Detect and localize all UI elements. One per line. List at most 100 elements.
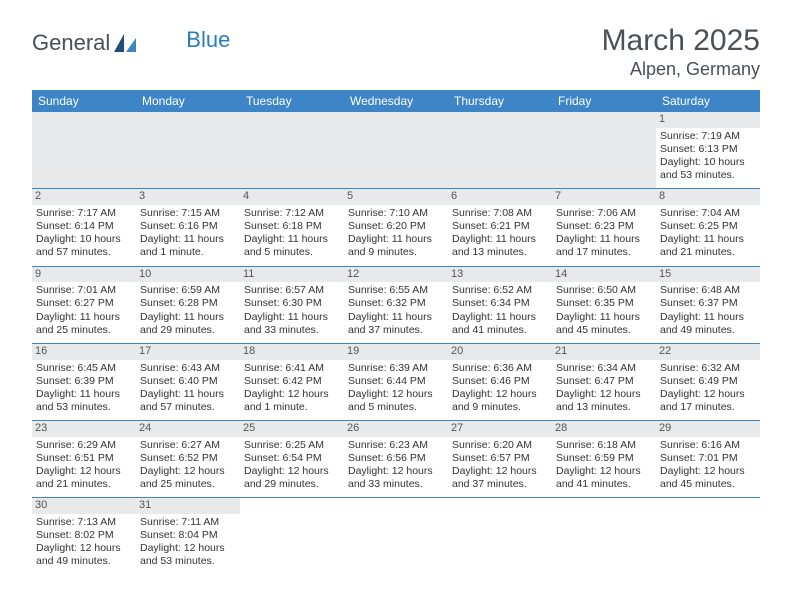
daylight-line: Daylight: 11 hours and 49 minutes. xyxy=(660,311,756,337)
day-number: 1 xyxy=(656,112,760,128)
day-number: 26 xyxy=(344,421,448,437)
sunrise-line: Sunrise: 6:48 AM xyxy=(660,284,756,297)
day-number: 2 xyxy=(32,189,136,205)
day-number: 9 xyxy=(32,267,136,283)
sunrise-line: Sunrise: 7:10 AM xyxy=(348,207,444,220)
calendar-cell: 30Sunrise: 7:13 AMSunset: 8:02 PMDayligh… xyxy=(32,498,136,575)
calendar-cell: 14Sunrise: 6:50 AMSunset: 6:35 PMDayligh… xyxy=(552,266,656,343)
sunset-line: Sunset: 6:37 PM xyxy=(660,297,756,310)
sunrise-line: Sunrise: 6:25 AM xyxy=(244,439,340,452)
calendar-cell: 18Sunrise: 6:41 AMSunset: 6:42 PMDayligh… xyxy=(240,343,344,420)
daylight-line: Daylight: 11 hours and 25 minutes. xyxy=(36,311,132,337)
day-number: 28 xyxy=(552,421,656,437)
daylight-line: Daylight: 12 hours and 45 minutes. xyxy=(660,465,756,491)
sunset-line: Sunset: 6:59 PM xyxy=(556,452,652,465)
sunrise-line: Sunrise: 7:01 AM xyxy=(36,284,132,297)
location: Alpen, Germany xyxy=(602,59,760,80)
calendar-cell: 31Sunrise: 7:11 AMSunset: 8:04 PMDayligh… xyxy=(136,498,240,575)
month-title: March 2025 xyxy=(602,24,760,57)
day-number: 4 xyxy=(240,189,344,205)
day-number: 24 xyxy=(136,421,240,437)
sunset-line: Sunset: 6:57 PM xyxy=(452,452,548,465)
day-number: 11 xyxy=(240,267,344,283)
sunset-line: Sunset: 6:47 PM xyxy=(556,375,652,388)
logo: General Blue xyxy=(32,24,230,56)
sunset-line: Sunset: 6:13 PM xyxy=(660,143,756,156)
daylight-line: Daylight: 10 hours and 57 minutes. xyxy=(36,233,132,259)
calendar-cell: 23Sunrise: 6:29 AMSunset: 6:51 PMDayligh… xyxy=(32,421,136,498)
sunset-line: Sunset: 6:54 PM xyxy=(244,452,340,465)
calendar-cell xyxy=(448,112,552,189)
sunset-line: Sunset: 6:34 PM xyxy=(452,297,548,310)
sunset-line: Sunset: 6:30 PM xyxy=(244,297,340,310)
sunset-line: Sunset: 6:46 PM xyxy=(452,375,548,388)
sunrise-line: Sunrise: 7:17 AM xyxy=(36,207,132,220)
daylight-line: Daylight: 11 hours and 17 minutes. xyxy=(556,233,652,259)
sunrise-line: Sunrise: 6:57 AM xyxy=(244,284,340,297)
daylight-line: Daylight: 12 hours and 37 minutes. xyxy=(452,465,548,491)
sunset-line: Sunset: 6:23 PM xyxy=(556,220,652,233)
calendar-cell xyxy=(136,112,240,189)
day-number: 17 xyxy=(136,344,240,360)
sunrise-line: Sunrise: 6:16 AM xyxy=(660,439,756,452)
day-number: 16 xyxy=(32,344,136,360)
calendar-cell: 4Sunrise: 7:12 AMSunset: 6:18 PMDaylight… xyxy=(240,189,344,266)
logo-text-general: General xyxy=(32,30,110,56)
sunrise-line: Sunrise: 7:13 AM xyxy=(36,516,132,529)
day-number: 23 xyxy=(32,421,136,437)
day-number: 3 xyxy=(136,189,240,205)
daylight-line: Daylight: 12 hours and 5 minutes. xyxy=(348,388,444,414)
sunset-line: Sunset: 7:01 PM xyxy=(660,452,756,465)
daylight-line: Daylight: 11 hours and 45 minutes. xyxy=(556,311,652,337)
daylight-line: Daylight: 11 hours and 57 minutes. xyxy=(140,388,236,414)
calendar-cell: 12Sunrise: 6:55 AMSunset: 6:32 PMDayligh… xyxy=(344,266,448,343)
sunset-line: Sunset: 6:16 PM xyxy=(140,220,236,233)
calendar-cell: 20Sunrise: 6:36 AMSunset: 6:46 PMDayligh… xyxy=(448,343,552,420)
sunrise-line: Sunrise: 7:15 AM xyxy=(140,207,236,220)
daylight-line: Daylight: 11 hours and 29 minutes. xyxy=(140,311,236,337)
day-number: 6 xyxy=(448,189,552,205)
weekday-header-row: SundayMondayTuesdayWednesdayThursdayFrid… xyxy=(32,90,760,112)
calendar-cell xyxy=(240,112,344,189)
sunrise-line: Sunrise: 6:41 AM xyxy=(244,362,340,375)
weekday-header: Saturday xyxy=(656,90,760,112)
sunrise-line: Sunrise: 6:23 AM xyxy=(348,439,444,452)
sunrise-line: Sunrise: 7:08 AM xyxy=(452,207,548,220)
daylight-line: Daylight: 11 hours and 13 minutes. xyxy=(452,233,548,259)
day-number: 5 xyxy=(344,189,448,205)
day-number: 19 xyxy=(344,344,448,360)
day-number: 7 xyxy=(552,189,656,205)
calendar-cell xyxy=(552,498,656,575)
day-number: 13 xyxy=(448,267,552,283)
calendar-cell xyxy=(344,498,448,575)
calendar-cell: 10Sunrise: 6:59 AMSunset: 6:28 PMDayligh… xyxy=(136,266,240,343)
day-number: 27 xyxy=(448,421,552,437)
sunset-line: Sunset: 8:04 PM xyxy=(140,529,236,542)
day-number: 10 xyxy=(136,267,240,283)
sunrise-line: Sunrise: 6:27 AM xyxy=(140,439,236,452)
sunrise-line: Sunrise: 6:43 AM xyxy=(140,362,236,375)
calendar-cell: 29Sunrise: 6:16 AMSunset: 7:01 PMDayligh… xyxy=(656,421,760,498)
day-number: 25 xyxy=(240,421,344,437)
day-number: 12 xyxy=(344,267,448,283)
day-number: 30 xyxy=(32,498,136,514)
day-number: 22 xyxy=(656,344,760,360)
sunset-line: Sunset: 6:32 PM xyxy=(348,297,444,310)
calendar-cell: 27 Sunrise: 6:20 AMSunset: 6:57 PMDayligh… xyxy=(448,421,552,498)
daylight-line: Daylight: 11 hours and 53 minutes. xyxy=(36,388,132,414)
daylight-line: Daylight: 11 hours and 33 minutes. xyxy=(244,311,340,337)
calendar-cell: 16Sunrise: 6:45 AMSunset: 6:39 PMDayligh… xyxy=(32,343,136,420)
sunrise-line: Sunrise: 6:20 AM xyxy=(452,439,548,452)
sunset-line: Sunset: 6:52 PM xyxy=(140,452,236,465)
daylight-line: Daylight: 11 hours and 1 minute. xyxy=(140,233,236,259)
sunrise-line: Sunrise: 6:36 AM xyxy=(452,362,548,375)
daylight-line: Daylight: 12 hours and 13 minutes. xyxy=(556,388,652,414)
calendar-cell xyxy=(240,498,344,575)
calendar-cell: 19Sunrise: 6:39 AMSunset: 6:44 PMDayligh… xyxy=(344,343,448,420)
daylight-line: Daylight: 12 hours and 25 minutes. xyxy=(140,465,236,491)
day-number: 18 xyxy=(240,344,344,360)
sunset-line: Sunset: 6:51 PM xyxy=(36,452,132,465)
daylight-line: Daylight: 12 hours and 9 minutes. xyxy=(452,388,548,414)
sunrise-line: Sunrise: 6:32 AM xyxy=(660,362,756,375)
day-number: 21 xyxy=(552,344,656,360)
